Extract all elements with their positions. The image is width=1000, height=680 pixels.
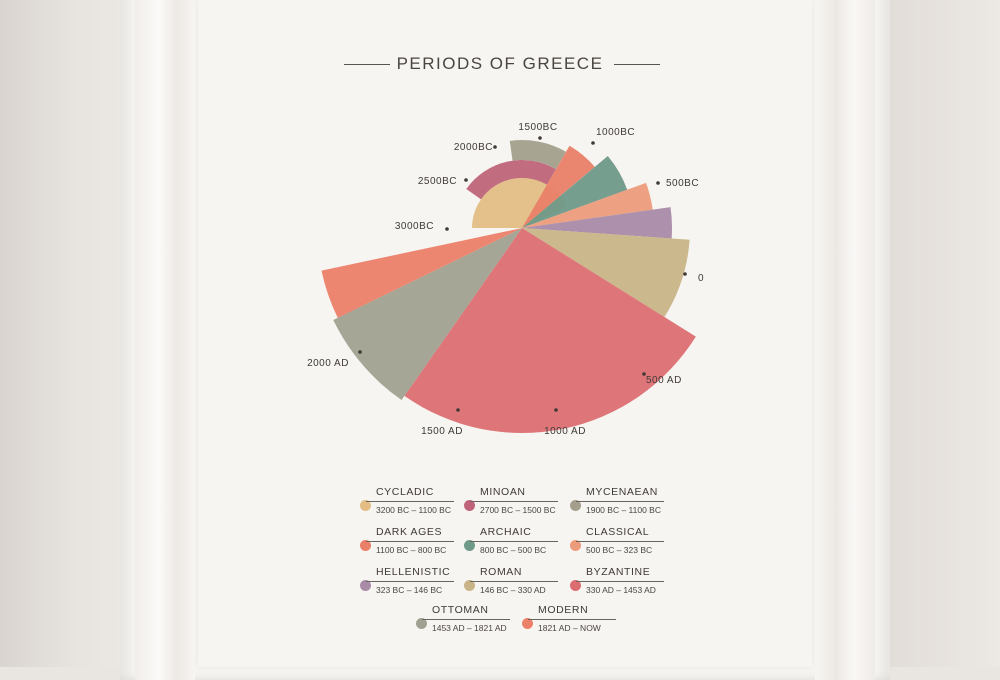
timeline-tick [683, 272, 687, 276]
wedge-classical [522, 182, 653, 228]
legend-rule [470, 581, 558, 582]
legend-range: 1100 BC – 800 BC [376, 545, 447, 555]
title-rule-left [344, 64, 390, 65]
legend-swatch [464, 580, 475, 591]
legend-range: 3200 BC – 1100 BC [376, 505, 451, 515]
timeline-label: 1500 AD [421, 426, 463, 437]
timeline-tick [456, 408, 460, 412]
legend-rule [366, 541, 454, 542]
timeline-label: 1000BC [596, 127, 635, 138]
legend-swatch [360, 580, 371, 591]
legend-range: 1453 AD – 1821 AD [432, 623, 507, 633]
legend-range: 323 BC – 146 BC [376, 585, 443, 595]
legend-name: MYCENAEAN [586, 486, 658, 498]
timeline-label: 1000 AD [544, 426, 586, 437]
timeline-label: 0 [698, 273, 704, 284]
legend-rule [366, 501, 454, 502]
legend-name: BYZANTINE [586, 566, 651, 578]
title-rule-right [614, 64, 660, 65]
legend-swatch [416, 618, 427, 629]
wedge-byzantine [404, 228, 696, 434]
legend-name: MINOAN [480, 486, 526, 498]
legend-name: CYCLADIC [376, 486, 434, 498]
timeline-tick [358, 350, 362, 354]
timeline-label: 1500BC [518, 122, 557, 133]
legend-rule [470, 541, 558, 542]
timeline-tick [642, 372, 646, 376]
legend-range: 800 BC – 500 BC [480, 545, 547, 555]
frame-molding-right [815, 0, 875, 680]
legend-rule [576, 581, 664, 582]
legend-name: ARCHAIC [480, 526, 532, 538]
wedge-modern [321, 228, 522, 318]
legend-range: 1900 BC – 1100 BC [586, 505, 661, 515]
wedge-dark-ages [522, 145, 595, 228]
timeline-tick [538, 136, 542, 140]
timeline-label: 2000 AD [307, 358, 349, 369]
wedge-mycenaean [509, 140, 566, 170]
poster-title: PERIODS OF GREECE [396, 54, 604, 73]
legend-name: DARK AGES [376, 526, 443, 538]
legend-swatch [570, 500, 581, 511]
legend-swatch [360, 540, 371, 551]
timeline-label: 500BC [666, 178, 699, 189]
legend-range: 146 BC – 330 AD [480, 585, 546, 595]
legend-swatch [360, 500, 371, 511]
timeline-label: 2500BC [418, 176, 457, 187]
legend-name: ROMAN [480, 566, 523, 578]
legend-swatch [522, 618, 533, 629]
wedge-archaic [522, 156, 628, 228]
legend-name: MODERN [538, 604, 589, 616]
legend-swatch [464, 500, 475, 511]
legend-swatch [570, 540, 581, 551]
legend-rule [366, 581, 454, 582]
timeline-tick [445, 227, 449, 231]
legend-rule [528, 619, 616, 620]
legend-rule [422, 619, 510, 620]
legend-swatch [464, 540, 475, 551]
wall-left [0, 0, 120, 667]
timeline-tick [554, 408, 558, 412]
legend-rule [470, 501, 558, 502]
timeline-tick [464, 178, 468, 182]
wedge-roman [522, 228, 690, 318]
legend-swatch [570, 580, 581, 591]
wedge-hellenistic [522, 207, 672, 239]
timeline-tick [656, 181, 660, 185]
wedge-minoan [466, 160, 556, 200]
legend-name: CLASSICAL [586, 526, 650, 538]
legend-rule [576, 541, 664, 542]
legend-name: HELLENISTIC [376, 566, 451, 578]
legend-range: 1821 AD – NOW [538, 623, 601, 633]
timeline-tick [493, 145, 497, 149]
legend-name: OTTOMAN [432, 604, 489, 616]
legend-rule [576, 501, 664, 502]
legend-range: 500 BC – 323 BC [586, 545, 653, 555]
timeline-tick [591, 141, 595, 145]
timeline-label: 3000BC [395, 221, 434, 232]
frame-molding-left [135, 0, 195, 680]
legend-range: 2700 BC – 1500 BC [480, 505, 556, 515]
legend-range: 330 AD – 1453 AD [586, 585, 656, 595]
wall-right [890, 0, 1000, 667]
timeline-label: 2000BC [454, 142, 493, 153]
timeline-label: 500 AD [646, 375, 682, 386]
wedge-ottoman [333, 228, 522, 401]
